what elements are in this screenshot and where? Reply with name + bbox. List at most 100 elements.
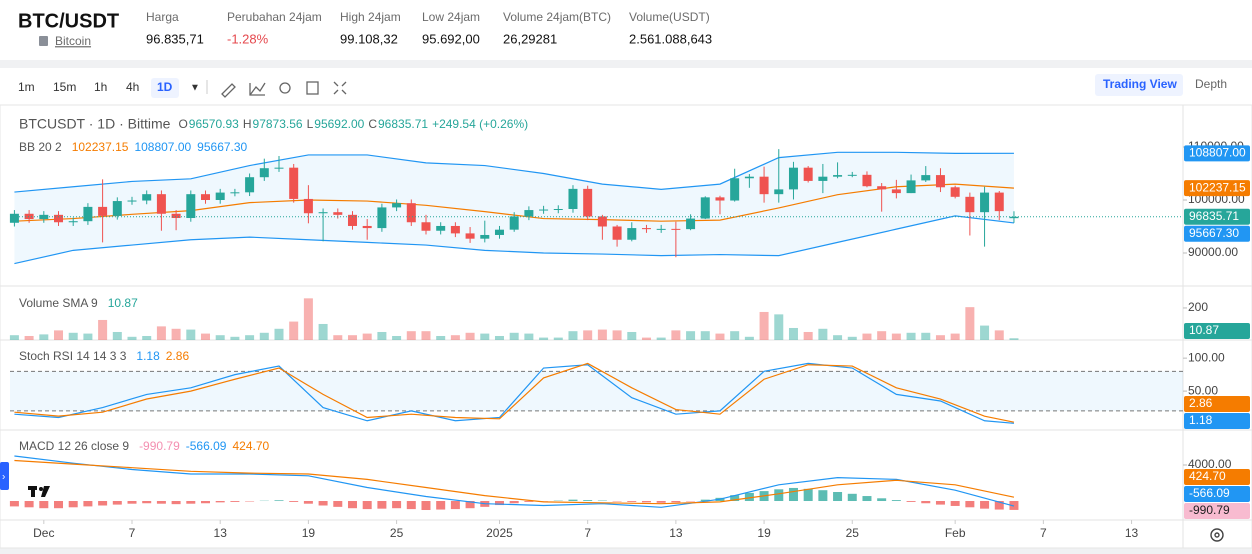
candle-body — [700, 197, 710, 219]
candle-body — [553, 209, 563, 211]
axis-tag-label: 95667.30 — [1189, 226, 1239, 240]
volume-bar — [671, 330, 681, 340]
interval-button[interactable]: 15m — [53, 80, 76, 94]
view-tab[interactable]: Trading View — [1103, 77, 1177, 91]
volume-bar — [259, 332, 269, 340]
volume-bar — [1009, 338, 1019, 340]
volume-bar — [362, 333, 372, 340]
volume-bar — [450, 335, 460, 340]
candle-body — [921, 175, 931, 181]
volume-bar — [83, 333, 93, 340]
side-toggle[interactable] — [0, 462, 9, 490]
macd-bar — [392, 501, 402, 509]
candle-body — [641, 228, 651, 230]
x-tick-label: 19 — [757, 526, 771, 540]
axis-tag — [1184, 180, 1250, 197]
candle-body — [230, 192, 240, 194]
indicator-line — [14, 215, 1015, 265]
macd-bar — [421, 501, 431, 511]
interval-button[interactable]: 1m — [18, 80, 35, 94]
legend-text: 97873.56 — [253, 117, 303, 131]
save-icon[interactable] — [306, 81, 319, 95]
volume-bar — [9, 335, 19, 340]
volume-bar — [803, 331, 813, 340]
candle-body — [994, 192, 1004, 212]
volume-bar — [847, 336, 857, 340]
volume-bar — [303, 298, 313, 340]
volume-bar — [700, 331, 710, 340]
macd-bar — [186, 501, 196, 504]
interval-button[interactable]: 1h — [94, 80, 107, 94]
side-toggle-icon[interactable]: › — [2, 472, 5, 483]
legend-text: 1.18 — [136, 349, 160, 363]
macd-bar — [965, 501, 975, 508]
x-tick-label: 2025 — [486, 526, 513, 540]
macd-bar — [171, 501, 181, 505]
legend-text: Volume SMA 9 — [19, 296, 98, 310]
volume-bar — [627, 331, 637, 340]
macd-bar — [980, 501, 990, 509]
toolbar-icons[interactable] — [221, 81, 347, 98]
macd-bar — [788, 487, 798, 502]
volume-bar — [171, 328, 181, 340]
view-tab[interactable]: Depth — [1195, 77, 1227, 91]
fullscreen-icon[interactable] — [333, 81, 347, 95]
volume-bar — [127, 336, 137, 340]
volume-bar — [715, 333, 725, 340]
candle-body — [686, 218, 696, 230]
volume-bar — [744, 336, 754, 340]
interval-button[interactable]: 1D — [157, 80, 173, 94]
macd-bar — [1009, 501, 1019, 510]
asset-icon — [39, 36, 48, 46]
legend-text: Stoch RSI 14 14 3 3 — [19, 349, 127, 363]
axis-tag-label: 2.86 — [1189, 396, 1213, 410]
stat-value: -1.28% — [227, 31, 269, 46]
macd-bar — [68, 501, 78, 508]
stat-value: 95.692,00 — [422, 31, 480, 46]
x-tick-label: 25 — [846, 526, 860, 540]
pane-dividers — [0, 105, 1252, 548]
macd-bar — [347, 501, 357, 509]
candle-body — [127, 200, 137, 202]
gear-icon[interactable] — [1210, 528, 1224, 542]
volume-bar — [509, 332, 519, 340]
x-tick-label: 7 — [1040, 526, 1047, 540]
candle-body — [494, 229, 504, 235]
candle-body — [347, 214, 357, 226]
candle-body — [833, 175, 843, 177]
macd-bar — [847, 493, 857, 502]
volume-bar — [436, 335, 446, 340]
volume-bar — [245, 335, 255, 340]
volume-bar — [524, 333, 534, 340]
volume-bar — [24, 335, 34, 340]
candle-body — [450, 225, 460, 234]
volume-bar — [965, 307, 975, 340]
settings-icon[interactable] — [279, 82, 291, 94]
candle-body — [1009, 216, 1019, 219]
chart-frame — [0, 104, 1252, 549]
x-tick-label: 7 — [584, 526, 591, 540]
candle-body — [318, 212, 328, 214]
volume-bar — [686, 331, 696, 340]
dropdown-icon[interactable]: ▼ — [190, 83, 200, 94]
macd-bar — [950, 501, 960, 506]
axis-tag-label: 424.70 — [1189, 469, 1226, 483]
candle-body — [142, 194, 152, 201]
draw-icon[interactable] — [221, 83, 236, 98]
volume-bar — [906, 332, 916, 340]
legend-text: 95692.00 — [314, 117, 364, 131]
macd-bar — [39, 501, 49, 509]
pair: BTC/USDT — [18, 10, 119, 32]
axis-tag — [1184, 208, 1250, 225]
volume-bar — [935, 335, 945, 340]
candle-body — [215, 192, 225, 200]
macd-bar — [774, 489, 784, 502]
candle-body — [656, 228, 666, 230]
interval-button[interactable]: 4h — [126, 80, 139, 94]
indicator-icon[interactable] — [249, 82, 266, 96]
volume-bar — [406, 331, 416, 340]
candle-body — [950, 187, 960, 197]
macd-bar — [436, 501, 446, 510]
asset-link[interactable]: Bitcoin — [55, 34, 91, 48]
volume-bar — [597, 329, 607, 340]
